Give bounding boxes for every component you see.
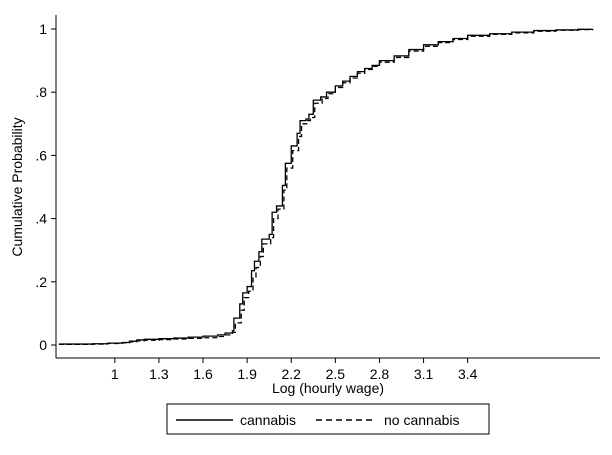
plot-area <box>58 28 594 346</box>
x-tick-label: 1.9 <box>237 366 257 382</box>
y-tick-label: 1 <box>39 21 47 37</box>
legend-label-cannabis: cannabis <box>240 412 296 428</box>
x-tick-label: 3.4 <box>458 366 478 382</box>
y-tick-label: .4 <box>35 211 47 227</box>
legend-label-no-cannabis: no cannabis <box>384 412 460 428</box>
y-axis-title: Cumulative Probability <box>9 117 25 256</box>
x-tick-label: 1.3 <box>149 366 169 382</box>
y-tick-label: .8 <box>35 84 47 100</box>
x-tick-label: 1 <box>111 366 119 382</box>
y-axis: 0 .2 .4 .6 .8 1 <box>35 15 57 358</box>
legend-box <box>166 403 490 435</box>
y-tick-label: .6 <box>35 147 47 163</box>
x-tick-label: 2.5 <box>326 366 346 382</box>
x-tick-label: 2.8 <box>370 366 390 382</box>
x-tick-label: 3.1 <box>414 366 434 382</box>
series-line-no-cannabis <box>58 28 594 346</box>
series-line-cannabis <box>58 28 594 345</box>
x-tick-label: 2.2 <box>282 366 302 382</box>
x-axis-title: Log (hourly wage) <box>272 380 384 396</box>
x-axis: 1 1.3 1.6 1.9 2.2 2.5 2.8 3.1 3.4 <box>56 357 600 382</box>
legend: cannabis no cannabis <box>166 403 490 435</box>
y-tick-label: .2 <box>35 274 47 290</box>
y-tick-label: 0 <box>39 337 47 353</box>
x-tick-label: 1.6 <box>193 366 213 382</box>
